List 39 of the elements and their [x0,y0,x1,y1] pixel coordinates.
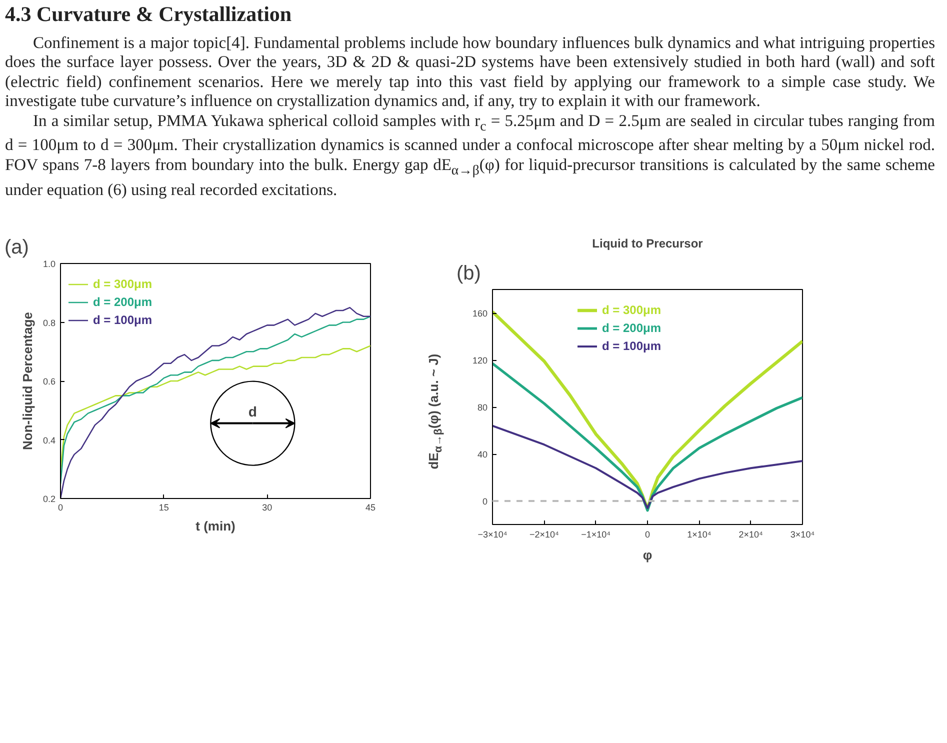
text: Confinement is a major topic[4]. Fundamental problems include how boundary influences bulk dynamics and what intriguing properties does the surface layer possess. Over the years, 3D & 2D & quasi-2D systems have been extensively studied in both hard (wall) and soft (electric field) confinement scenarios. Here we merely tap into this vast field by applying our framework to a simple case study. We investigate tube curvature’s influence on crystallization dynamics and, if any, try to explain it with our framework. [5,32,935,110]
y-axis-title: Non-liquid Percentage [20,312,35,450]
annotation: d [248,403,257,420]
x-axis-title: φ [642,548,652,563]
legend-label: d = 300μm [93,277,152,292]
legend-label: d = 100μm [93,313,152,328]
line-series [492,424,802,510]
y-tick-label: 0.6 [42,376,56,387]
y-tick-label: 40 [477,450,488,460]
x-tick-label: 0 [58,502,64,513]
y-tick-label: 0.4 [42,435,56,446]
x-tick-label: 30 [262,502,272,513]
x-tick-label: 2×10⁴ [738,530,764,540]
legend-label: d = 200μm [602,321,662,336]
x-tick-label: −3×10⁴ [478,530,508,540]
x-tick-label: 3×10⁴ [790,530,815,540]
x-axis-title: t (min) [196,518,236,534]
x-tick-label: 0 [644,530,650,540]
x-tick-label: 15 [158,502,169,513]
y-tick-label: 0.2 [42,494,56,504]
x-tick-label: −2×10⁴ [529,530,559,540]
line-series [492,362,802,512]
text: (b) [456,262,481,285]
legend-label: d = 300μm [602,303,662,318]
line-series [60,345,370,470]
y-tick-label: 0.8 [42,318,56,328]
chart-title: Liquid to Precursor [592,236,704,251]
x-tick-label: −1×10⁴ [581,530,611,540]
text: In a similar setup, PMMA Yukawa spherical colloid samples with r$_{c}$ = 5.25μm and D = 2.5μm are sealed in circular tubes ranging from d = 100μm to d = 300μm. Their crystallization dynamics is scanned under a confocal microscope after shear melting by a 50μm nickel rod. FOV spans 7-8 layers from boundary into the bulk. Energy gap dE$_{α→β}$(φ) for liquid-precursor transitions is calculated by the same scheme under equation (6) using real recorded excitations. [5,110,935,199]
legend-label: d = 200μm [93,295,152,310]
y-tick-label: 160 [472,308,488,319]
x-tick-label: 45 [365,502,376,513]
text: (a) [4,236,29,259]
x-tick-label: 1×10⁴ [687,530,712,540]
y-tick-label: 1.0 [42,259,56,270]
y-tick-label: 80 [477,402,488,413]
text: 4.3 Curvature & Crystallization [5,2,293,26]
y-tick-label: 120 [472,356,488,366]
legend-label: d = 100μm [602,339,662,354]
